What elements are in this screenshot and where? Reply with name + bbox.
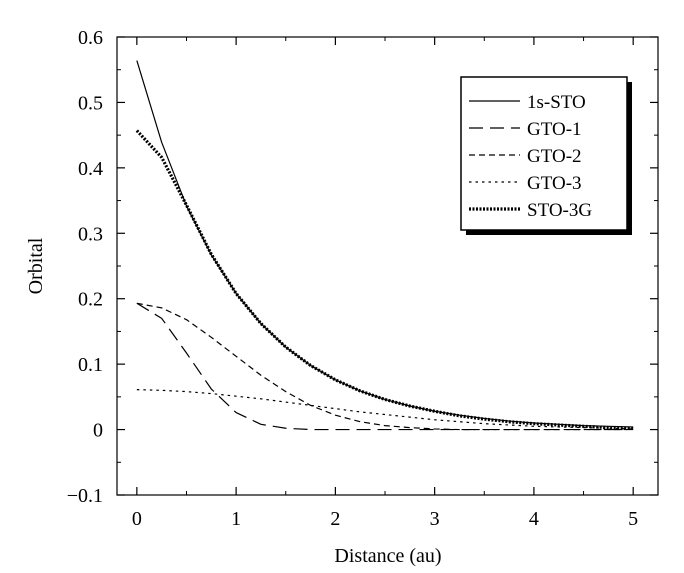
x-tick-label: 3 xyxy=(430,508,440,530)
legend-label: GTO-2 xyxy=(527,146,582,167)
legend-label: GTO-1 xyxy=(527,119,582,140)
y-tick-label: 0.6 xyxy=(78,27,103,49)
legend: 1s-STO GTO-1 GTO-2 GTO-3 STO-3G xyxy=(460,76,632,235)
y-tick-label: 0.1 xyxy=(78,354,103,376)
series-lines xyxy=(135,60,634,431)
x-tick-label: 4 xyxy=(529,508,539,530)
y-tick-label: 0.2 xyxy=(78,289,103,311)
legend-label: STO-3G xyxy=(527,200,592,221)
series-line-gto-3 xyxy=(136,389,634,430)
y-axis-label: Orbital xyxy=(25,237,47,294)
series-line-gto-1 xyxy=(136,302,634,431)
x-tick-label: 1 xyxy=(231,508,241,530)
y-tick-label: 0.4 xyxy=(78,158,103,180)
tick-labels: 0 1 2 3 4 5 −0.1 0 0.1 0.2 0.3 0.4 0.5 0.6 xyxy=(67,27,638,530)
legend-label: GTO-3 xyxy=(527,173,582,194)
x-tick-label: 2 xyxy=(330,508,340,530)
series-line-gto-2 xyxy=(136,302,634,431)
legend-box xyxy=(460,76,628,231)
y-tick-label: 0.3 xyxy=(78,223,103,245)
y-tick-label: −0.1 xyxy=(67,485,103,507)
y-tick-label: 0.5 xyxy=(78,92,103,114)
axis-ticks xyxy=(117,36,658,496)
y-tick-label: 0 xyxy=(93,420,103,442)
x-tick-label: 5 xyxy=(628,508,638,530)
legend-label: 1s-STO xyxy=(527,92,586,113)
x-tick-label: 0 xyxy=(132,508,142,530)
x-axis-label: Distance (au) xyxy=(334,545,441,567)
